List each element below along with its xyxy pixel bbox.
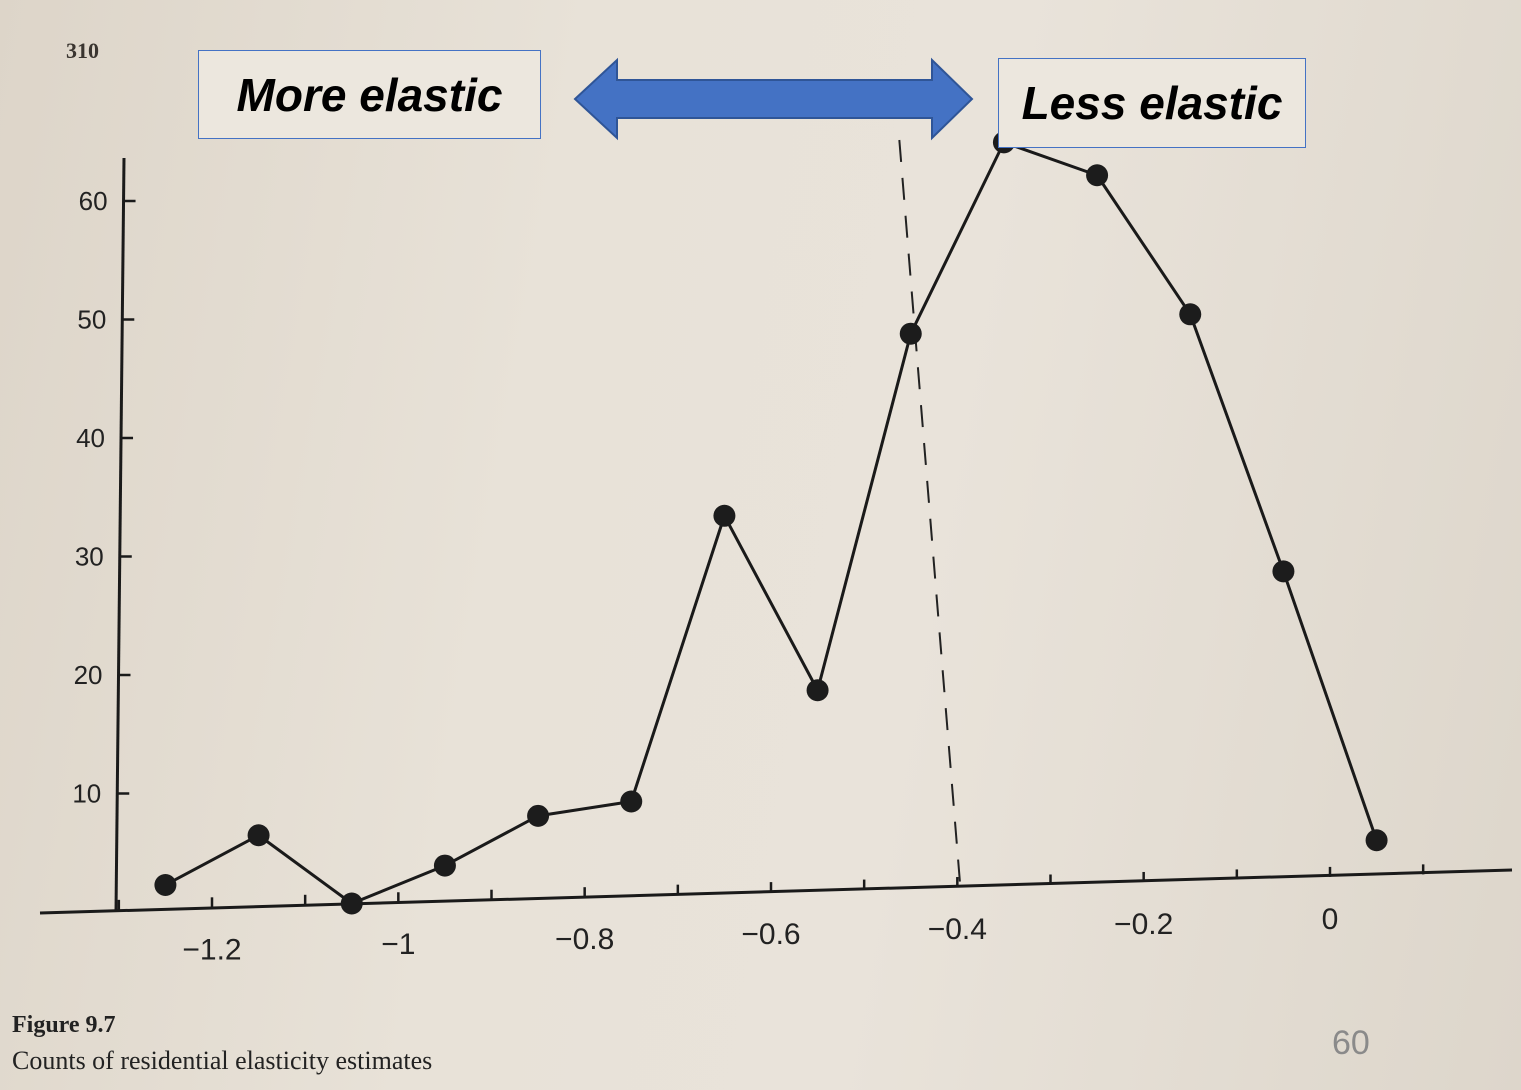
data-point [1272, 560, 1295, 583]
y-tick-labels: 10 20 30 40 50 60 [72, 186, 107, 809]
reference-line [898, 139, 962, 888]
figure-number: Figure 9.7 [12, 1012, 116, 1038]
x-tick-label: −0.6 [741, 918, 800, 951]
y-tick-label: 50 [77, 305, 106, 335]
series-line-group [164, 140, 1379, 906]
chart-axes [39, 157, 1513, 915]
data-point [433, 854, 456, 877]
x-tick-label: −1.2 [182, 933, 241, 966]
data-point [1086, 164, 1109, 187]
data-point [713, 504, 736, 527]
series-line [164, 140, 1379, 906]
x-tick-label: −0.2 [1114, 908, 1173, 941]
less-elastic-label: Less elastic [998, 58, 1306, 148]
y-tick-label: 40 [76, 423, 105, 453]
figure-caption: Counts of residential elasticity estimat… [12, 1046, 433, 1075]
data-point [340, 892, 363, 915]
slide-number: 60 [1332, 1024, 1370, 1062]
x-tick-labels: −1.2 −1 −0.8 −0.6 −0.4 −0.2 0 [182, 903, 1338, 966]
data-point [1179, 303, 1202, 326]
x-tick-label: −1 [381, 928, 415, 961]
data-point [620, 790, 643, 813]
data-point [806, 679, 829, 702]
data-point [899, 322, 922, 345]
x-tick-label: −0.8 [555, 923, 614, 956]
y-tick-label: 60 [79, 186, 108, 216]
x-tick-label: −0.4 [928, 913, 987, 946]
data-point [247, 824, 270, 847]
data-point [154, 873, 177, 896]
more-elastic-label: More elastic [198, 50, 541, 139]
reference-dashed-line [898, 139, 962, 888]
y-axis-line [114, 157, 126, 913]
y-tick-label: 20 [74, 660, 103, 690]
double-arrow-icon [573, 57, 974, 141]
data-point [527, 804, 550, 827]
y-tick-label: 30 [75, 542, 104, 572]
page-number: 310 [66, 38, 99, 63]
data-point [1365, 829, 1388, 852]
y-tick-label: 10 [72, 779, 101, 809]
x-tick-label: 0 [1322, 903, 1339, 936]
x-axis-line [39, 868, 1513, 915]
data-points [154, 131, 1388, 915]
